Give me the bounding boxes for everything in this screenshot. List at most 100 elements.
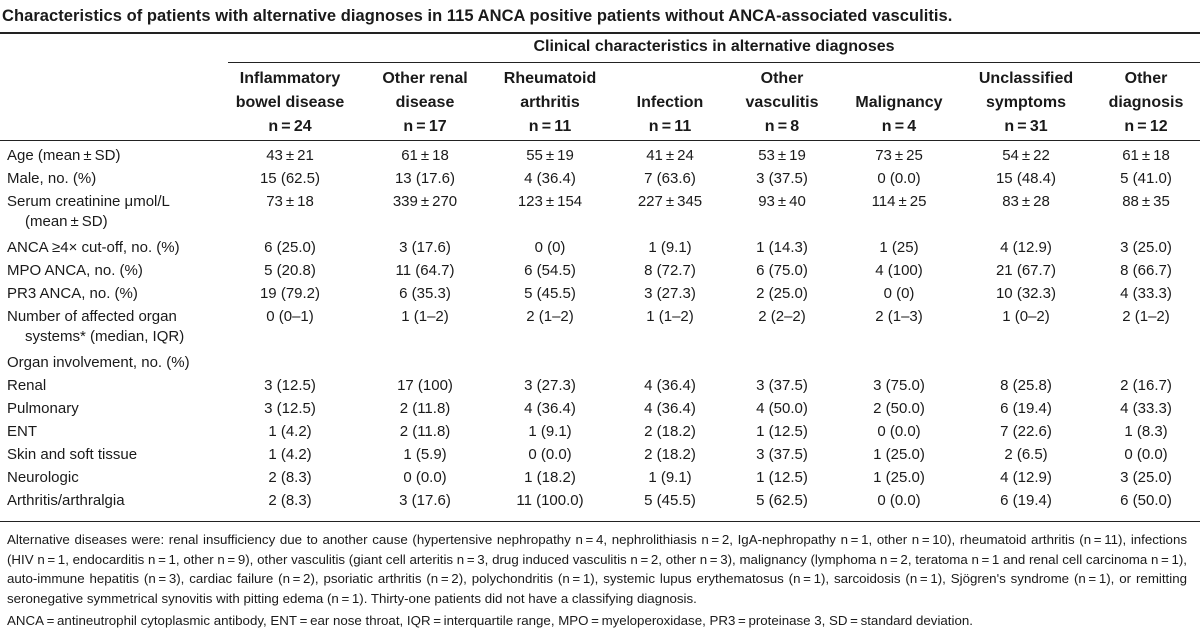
table-cell: 21 (67.7) <box>995 262 1057 279</box>
table-cell: 3 (27.3) <box>644 285 696 302</box>
table-row: PR3 ANCA, no. (%) 19 (79.2) 6 (35.3) 5 (45.… <box>0 284 1200 307</box>
row-label: Serum creatinine μmol/L <box>7 193 170 210</box>
row-label: Number of affected organ <box>7 308 177 325</box>
column-header-line2: disease <box>395 94 455 111</box>
table-cell: 1 (8.3) <box>1124 423 1168 440</box>
table-cell: 19 (79.2) <box>259 285 321 302</box>
table-cell: 11 (64.7) <box>395 262 455 279</box>
column-header: Rheumatoid arthritis n = 11 <box>490 67 610 139</box>
table-row: Neurologic 2 (8.3) 0 (0.0) 1 (18.2) 1 (9.1) 1… <box>0 468 1200 491</box>
table-cell: 0 (0) <box>534 239 566 256</box>
table-cell: 4 (33.3) <box>1120 400 1172 417</box>
table-cell: 8 (66.7) <box>1120 262 1172 279</box>
table-cell: 5 (62.5) <box>756 492 808 509</box>
table-cell: 2 (8.3) <box>268 469 312 486</box>
column-header-line1: Other <box>760 70 804 87</box>
column-header-count: n = 4 <box>881 118 917 135</box>
table-cell: 0 (0.0) <box>1124 446 1168 463</box>
spanner-header: Clinical characteristics in alternative … <box>533 38 895 55</box>
column-header-line1: Rheumatoid <box>503 70 597 87</box>
table-cell: 4 (36.4) <box>644 400 696 417</box>
column-header-line1: Unclassified <box>978 70 1074 87</box>
table-cell: 1 (1–2) <box>646 308 694 325</box>
table-cell: 3 (25.0) <box>1120 469 1172 486</box>
row-label: Renal <box>7 377 47 394</box>
table-cell: 1 (1–2) <box>401 308 449 325</box>
column-header-count: n = 31 <box>1004 118 1048 135</box>
row-label: ENT <box>7 423 37 440</box>
table-cell: 2 (25.0) <box>756 285 808 302</box>
column-header-line1 <box>844 67 954 91</box>
table-cell: 61 ± 18 <box>401 147 449 164</box>
table-cell: 0 (0) <box>883 285 915 302</box>
table-cell: 3 (75.0) <box>873 377 925 394</box>
title-bar: Characteristics of patients with alterna… <box>0 0 1200 30</box>
table-cell: 1 (5.9) <box>403 446 447 463</box>
table-cell: 3 (17.6) <box>399 492 451 509</box>
table-cell: 15 (62.5) <box>259 170 321 187</box>
table-cell: 4 (50.0) <box>756 400 808 417</box>
table-cell: 3 (12.5) <box>264 400 316 417</box>
table-cell: 3 (37.5) <box>756 170 808 187</box>
row-label: ANCA ≥4× cut-off, no. (%) <box>7 239 180 256</box>
column-header: Malignancy n = 4 <box>844 67 954 139</box>
table-cell: 4 (36.4) <box>524 170 576 187</box>
table-cell: 2 (11.8) <box>399 400 451 417</box>
table-row: MPO ANCA, no. (%) 5 (20.8) 11 (64.7) 6 (54.… <box>0 261 1200 284</box>
column-header: Other renal disease n = 17 <box>360 67 490 139</box>
spanner-rule <box>228 62 1200 63</box>
table-cell: 1 (4.2) <box>268 446 312 463</box>
abbreviations-note: ANCA = antineutrophil cytoplasmic antibo… <box>7 613 973 628</box>
column-header-line2: Infection <box>636 94 704 111</box>
table-row: Male, no. (%) 15 (62.5) 13 (17.6) 4 (36.4) 7… <box>0 169 1200 192</box>
table-cell: 4 (12.9) <box>1000 469 1052 486</box>
column-header: Infection n = 11 <box>620 67 720 139</box>
row-label: Organ involvement, no. (%) <box>7 354 190 371</box>
table-cell: 2 (1–2) <box>1122 308 1170 325</box>
table-cell: 2 (18.2) <box>644 446 696 463</box>
table-row: Age (mean ± SD) 43 ± 21 61 ± 18 55 ± 19 41 ±… <box>0 146 1200 169</box>
table-cell: 1 (9.1) <box>528 423 572 440</box>
bottom-rule <box>0 521 1200 522</box>
table-cell: 10 (32.3) <box>995 285 1057 302</box>
table-cell: 3 (17.6) <box>399 239 451 256</box>
column-header-count: n = 11 <box>528 118 572 135</box>
table-cell: 17 (100) <box>397 377 453 394</box>
table-cell: 1 (14.3) <box>756 239 808 256</box>
table-cell: 53 ± 19 <box>758 147 806 164</box>
table-row: Organ involvement, no. (%) <box>0 353 1200 376</box>
table-cell: 5 (45.5) <box>524 285 576 302</box>
table-cell: 7 (63.6) <box>644 170 696 187</box>
table-cell: 2 (18.2) <box>644 423 696 440</box>
column-header-line2: vasculitis <box>745 94 819 111</box>
table-cell: 4 (100) <box>875 262 923 279</box>
table-cell: 4 (36.4) <box>644 377 696 394</box>
table-cell: 55 ± 19 <box>526 147 574 164</box>
column-header-line2: Malignancy <box>855 94 943 111</box>
row-label: Male, no. (%) <box>7 170 97 187</box>
row-label: Pulmonary <box>7 400 79 417</box>
table-cell: 3 (25.0) <box>1120 239 1172 256</box>
table-cell: 6 (75.0) <box>756 262 808 279</box>
table-row: Pulmonary 3 (12.5) 2 (11.8) 4 (36.4) 4 (36.4… <box>0 399 1200 422</box>
table-cell: 73 ± 18 <box>266 193 314 210</box>
column-header-count: n = 17 <box>403 118 447 135</box>
table-cell: 13 (17.6) <box>394 170 456 187</box>
table-cell: 4 (33.3) <box>1120 285 1172 302</box>
row-label: Neurologic <box>7 469 79 486</box>
footnote: Alternative diseases were: renal insuffi… <box>7 532 1187 606</box>
column-header-count: n = 12 <box>1124 118 1168 135</box>
table-cell: 3 (37.5) <box>756 377 808 394</box>
table-cell: 6 (25.0) <box>264 239 316 256</box>
table-cell: 2 (2–2) <box>758 308 806 325</box>
column-header-count: n = 24 <box>268 118 312 135</box>
column-header-line1 <box>620 67 720 91</box>
table-row: Skin and soft tissue 1 (4.2) 1 (5.9) 0 (0.0… <box>0 445 1200 468</box>
table-cell: 8 (25.8) <box>1000 377 1052 394</box>
table-cell: 0 (0.0) <box>877 492 921 509</box>
table-cell: 5 (45.5) <box>644 492 696 509</box>
table-cell: 1 (9.1) <box>648 469 692 486</box>
column-header-line2: diagnosis <box>1108 94 1184 111</box>
table-cell: 0 (0–1) <box>266 308 314 325</box>
table-cell: 1 (25.0) <box>873 446 925 463</box>
